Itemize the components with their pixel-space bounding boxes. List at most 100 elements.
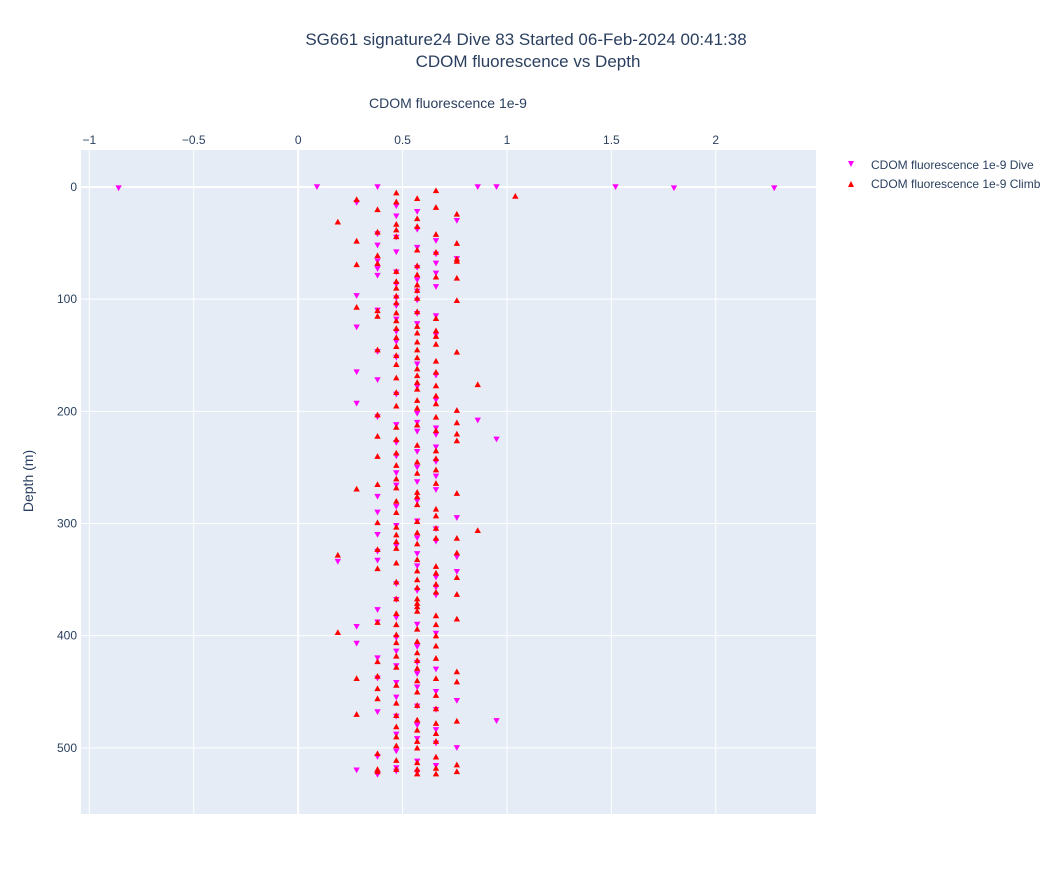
climb-point [393,462,400,468]
climb-point [393,268,400,274]
plot-background [81,150,816,814]
x-tick-label: 1.5 [603,133,620,147]
y-tick-label: 100 [57,292,77,306]
dive-point [393,503,400,510]
dive-point [353,623,360,630]
dive-point [393,470,400,477]
dive-point [432,432,440,438]
climb-point [413,766,421,772]
climb-point [393,639,400,646]
climb-point [413,744,421,751]
climb-point [432,642,440,649]
dive-point [432,473,440,480]
climb-point [393,292,400,299]
climb-point [413,657,421,664]
climb-point [432,400,440,407]
climb-point [393,733,400,740]
climb-point [413,441,421,448]
legend-item-climb[interactable]: CDOM fluorescence 1e-9 Climb [848,177,1041,191]
climb-point [413,738,421,744]
legend-item-dive[interactable]: CDOM fluorescence 1e-9 Dive [848,158,1034,172]
climb-point [432,204,440,210]
climb-point [374,546,381,553]
climb-point [413,603,421,610]
climb-point [432,447,440,454]
dive-point [374,242,381,249]
climb-point [393,475,400,482]
dive-point [393,213,400,220]
climb-point [453,591,461,597]
dive-point [374,509,381,516]
grid [81,150,816,814]
climb-point [413,323,421,329]
dive-point [374,607,381,613]
climb-point [393,436,400,443]
climb-point [432,524,440,531]
dive-point [413,644,421,650]
climb-point [374,750,381,757]
dive-point [612,184,619,191]
climb-point [413,354,421,361]
climb-point [393,309,400,316]
dive-point [432,260,440,267]
climb-point [453,761,461,768]
climb-point [393,631,400,638]
climb-point [393,317,400,324]
climb-point [413,338,421,345]
climb-point [393,621,400,628]
dive-point [413,563,421,570]
y-axis-ticks: 0 100 200 300 400 500 [57,180,77,755]
climb-point [393,361,400,367]
climb-point [374,519,381,526]
dive-point [493,184,500,191]
climb-point [413,385,421,392]
climb-point [413,576,421,583]
climb-point [393,226,400,233]
climb-point [393,681,400,688]
data-points [115,184,778,778]
climb-point [453,668,461,675]
climb-point [432,327,440,334]
dive-point [493,718,500,724]
climb-point [413,649,421,656]
climb-point [432,770,440,777]
climb-point [393,509,400,516]
legend-label-climb: CDOM fluorescence 1e-9 Climb [871,177,1041,191]
climb-point [432,753,440,760]
climb-point [413,529,421,536]
climb-point [453,549,461,556]
chart-title: SG661 signature24 Dive 83 Started 06-Feb… [305,30,746,49]
climb-point [432,705,440,712]
climb-point [374,411,381,418]
climb-point [413,584,421,591]
climb-point [393,766,400,772]
dive-point [453,217,461,224]
dive-point [453,515,461,521]
climb-point [334,218,342,225]
climb-point [432,563,440,569]
dive-point [432,284,440,290]
climb-point [413,595,421,602]
climb-point [453,297,461,304]
climb-point [413,600,421,606]
climb-point [453,717,461,724]
dive-point [374,557,381,564]
climb-point [413,262,421,269]
climb-point [393,538,400,545]
dive-point [413,208,421,215]
climb-point [393,742,400,749]
climb-point [474,381,481,388]
climb-point [393,484,400,491]
climb-point [374,346,381,353]
climb-point [453,430,461,437]
climb-point [413,271,421,278]
climb-point [393,545,400,551]
dive-point [353,767,360,774]
climb-point [453,419,461,426]
dive-point [432,238,440,244]
climb-point [432,341,440,347]
x-tick-label: −1 [83,133,97,147]
legend[interactable]: CDOM fluorescence 1e-9 Dive CDOM fluores… [848,158,1041,191]
dive-point [432,270,440,277]
dive-point [453,697,461,704]
